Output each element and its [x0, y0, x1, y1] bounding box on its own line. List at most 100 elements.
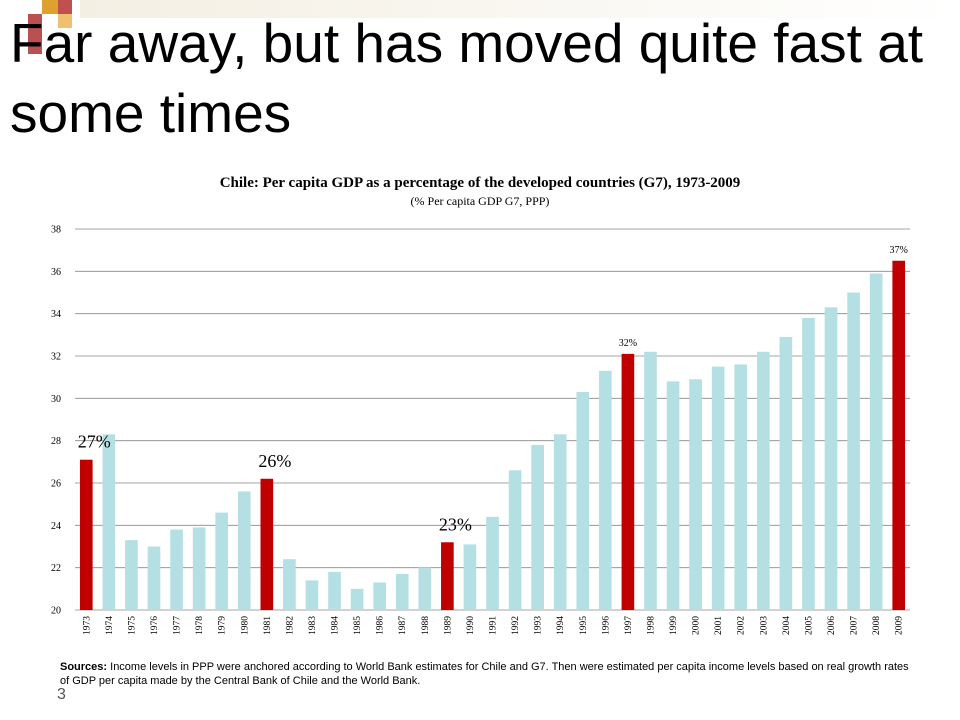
x-tick-label: 2007	[850, 616, 860, 635]
x-tick-label: 2002	[737, 616, 747, 635]
x-tick-label: 1985	[353, 616, 363, 635]
bar-1985	[350, 588, 364, 610]
slide-title: Far away, but has moved quite fast at so…	[10, 12, 924, 144]
bar-1980	[237, 491, 251, 610]
x-tick-label: 1989	[443, 616, 453, 635]
y-tick-label: 26	[51, 479, 61, 490]
bar-2005	[802, 317, 815, 610]
x-tick-label: 1992	[511, 616, 521, 635]
bar-1983	[305, 580, 319, 610]
bar-2000	[689, 379, 702, 610]
sources-label: Sources:	[60, 661, 108, 673]
x-tick-label: 1975	[127, 616, 137, 635]
header-decoration-bar	[80, 0, 960, 18]
data-label-2009: 37%	[890, 245, 908, 256]
x-tick-label: 2009	[895, 616, 905, 635]
bar-1995	[576, 391, 590, 610]
bar-1999	[666, 381, 680, 610]
chart-title: Chile: Per capita GDP as a percentage of…	[219, 175, 741, 191]
sources-text: Income levels in PPP were anchored accor…	[60, 661, 909, 687]
y-tick-label: 22	[51, 563, 61, 574]
x-tick-label: 1973	[82, 616, 92, 635]
deco-square-red-2	[28, 14, 42, 54]
bar-1984	[328, 571, 341, 610]
x-tick-label: 1997	[624, 616, 634, 635]
y-tick-label: 32	[51, 352, 61, 363]
bar-1973	[79, 459, 93, 610]
x-tick-label: 1993	[534, 616, 544, 635]
page-number: 3	[57, 686, 66, 703]
x-tick-label: 2004	[782, 616, 792, 635]
chart-subtitle: (% Per capita GDP G7, PPP)	[410, 194, 550, 208]
x-tick-label: 1979	[218, 616, 228, 635]
x-tick-label: 1983	[308, 616, 318, 635]
data-label-1973: 27%	[78, 432, 111, 452]
bar-1994	[553, 434, 567, 610]
bar-2006	[824, 307, 838, 610]
bar-1978	[192, 527, 206, 610]
bar-2007	[847, 292, 860, 610]
bar-2004	[779, 336, 793, 610]
x-tick-label: 1984	[331, 616, 341, 635]
x-tick-label: 1986	[376, 616, 386, 635]
y-tick-label: 20	[51, 606, 61, 617]
bar-1974	[102, 434, 116, 610]
bar-1979	[215, 512, 229, 610]
x-tick-label: 2008	[872, 616, 882, 635]
data-label-1989: 23%	[439, 514, 472, 534]
x-tick-label: 2006	[827, 616, 837, 635]
y-tick-label: 34	[51, 309, 61, 320]
y-tick-label: 24	[51, 521, 61, 532]
x-tick-label: 2000	[692, 616, 702, 635]
bar-2003	[756, 351, 770, 610]
y-tick-label: 28	[51, 436, 61, 447]
data-label-1997: 32%	[619, 338, 637, 349]
deco-square-orange	[42, 0, 58, 14]
x-tick-label: 1995	[579, 616, 589, 635]
bar-2009	[892, 260, 906, 610]
x-tick-label: 1982	[285, 616, 295, 635]
bar-1986	[373, 582, 386, 610]
bar-1998	[644, 351, 657, 610]
x-tick-label: 2005	[804, 616, 814, 635]
x-tick-label: 1981	[263, 616, 273, 635]
x-tick-label: 1978	[195, 616, 205, 635]
x-tick-label: 1988	[421, 616, 431, 635]
x-tick-label: 2001	[714, 616, 724, 635]
x-tick-label: 1998	[646, 616, 656, 635]
bar-1988	[418, 567, 432, 610]
bar-1991	[486, 516, 499, 610]
bar-2008	[869, 273, 883, 610]
bar-1977	[170, 529, 183, 610]
bar-1990	[463, 544, 477, 610]
x-tick-label: 1980	[240, 616, 250, 635]
bar-1996	[599, 370, 612, 610]
bar-2001	[711, 366, 725, 610]
bar-1997	[621, 353, 635, 610]
x-tick-label: 1987	[398, 616, 408, 635]
bar-1989	[441, 542, 454, 610]
y-tick-label: 38	[51, 225, 61, 236]
x-tick-label: 1976	[150, 616, 160, 635]
x-tick-label: 1990	[466, 616, 476, 635]
y-tick-label: 36	[51, 267, 61, 278]
deco-square-red	[58, 0, 72, 14]
x-tick-label: 1977	[173, 616, 183, 635]
bar-1993	[531, 444, 544, 610]
x-tick-label: 1994	[556, 616, 566, 635]
data-label-1981: 26%	[258, 451, 291, 471]
bar-1987	[395, 574, 409, 610]
bar-1976	[147, 546, 161, 610]
x-tick-label: 1999	[669, 616, 679, 635]
deco-square-orange-2	[58, 14, 72, 28]
x-tick-label: 1996	[601, 616, 611, 635]
bar-2002	[734, 364, 748, 610]
bar-1982	[283, 559, 296, 610]
x-tick-label: 1974	[105, 616, 115, 635]
bar-1975	[125, 540, 138, 610]
sources-note: Sources: Income levels in PPP were ancho…	[60, 660, 920, 688]
x-tick-label: 2003	[759, 616, 769, 635]
x-tick-label: 1991	[489, 616, 499, 635]
bar-1981	[260, 478, 274, 610]
bar-chart: 20 22 24 26 28 30 32 34 36 38 1973 1974 1975 1976 1977…	[51, 225, 910, 635]
